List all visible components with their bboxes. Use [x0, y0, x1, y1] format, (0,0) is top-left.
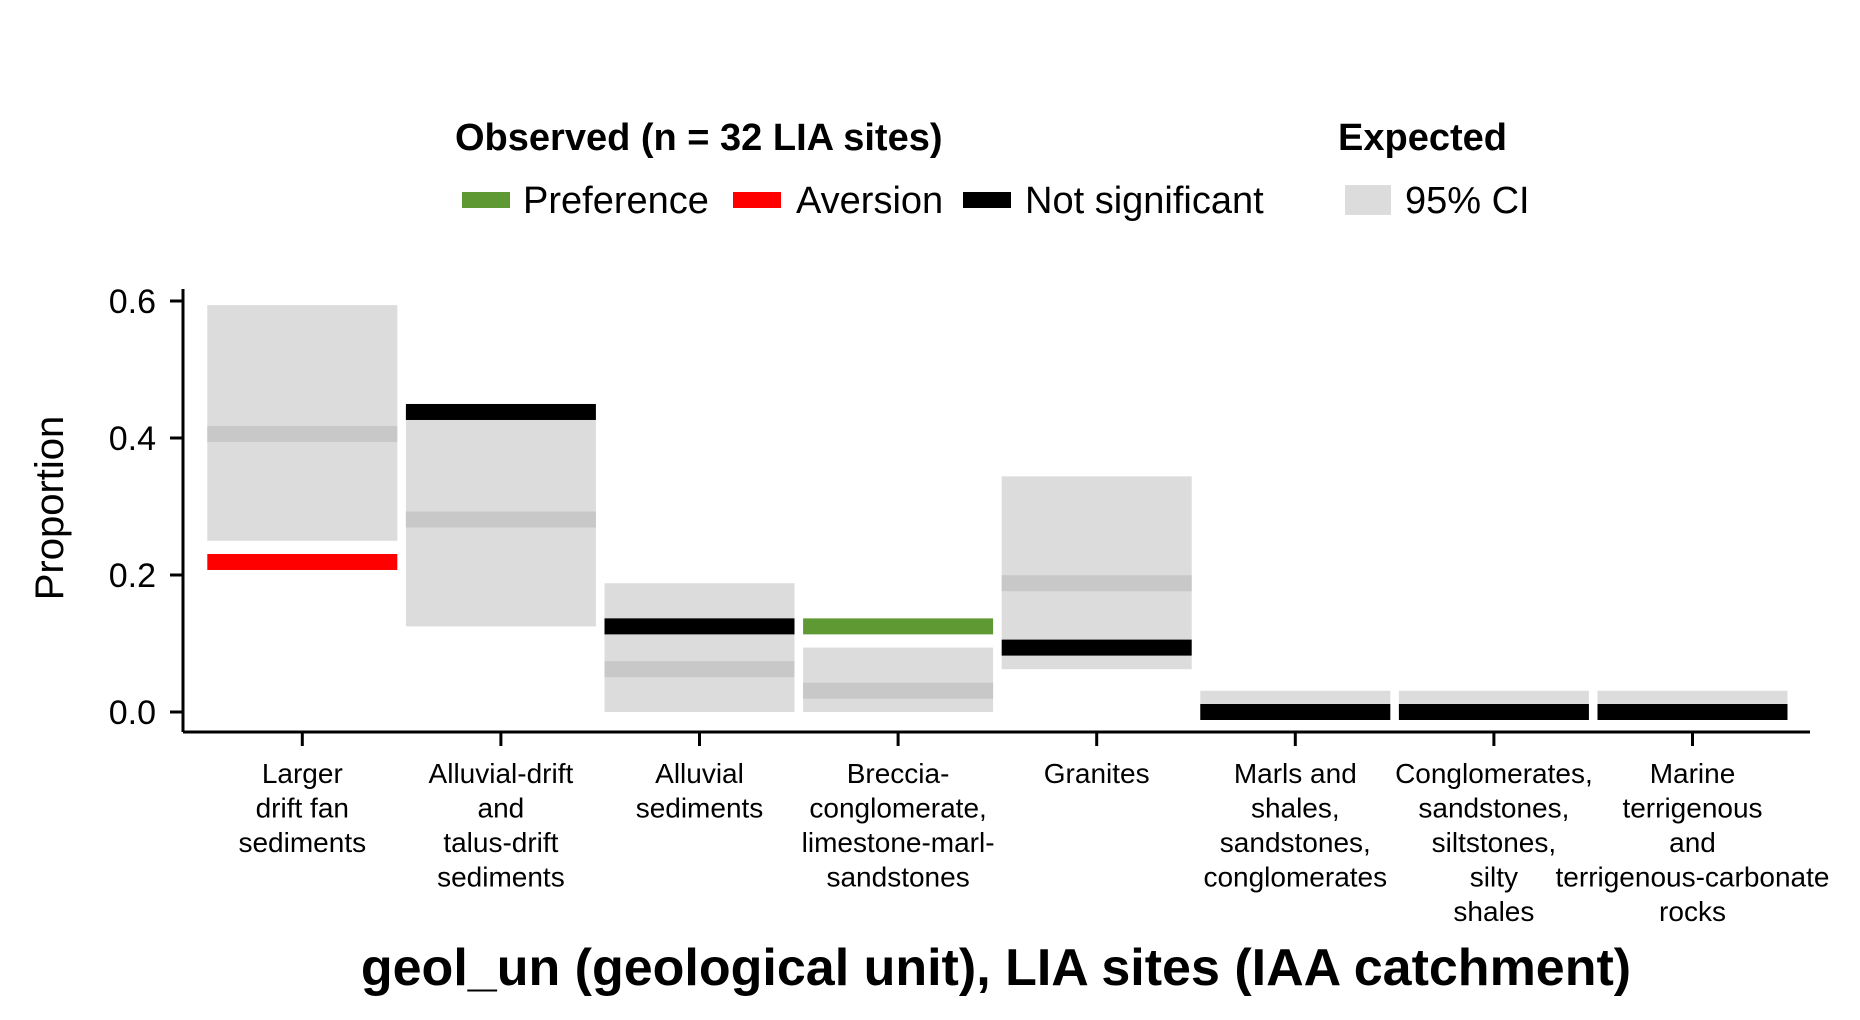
category-label: Granites	[1044, 758, 1150, 789]
legend-observed-title: Observed (n = 32 LIA sites)	[455, 117, 943, 159]
expected-line	[604, 661, 795, 678]
legend-label-ci: 95% CI	[1405, 180, 1530, 222]
expected-line	[803, 682, 994, 699]
expected-line	[405, 511, 596, 528]
observed-line	[405, 403, 596, 420]
y-tick-label: 0.2	[109, 557, 156, 595]
x-ticks: Larger drift fan sediments Alluvial-drift an…	[238, 732, 1829, 927]
category-label: Marls and shales, sandstones, conglomerates	[1203, 758, 1387, 893]
ci-box	[803, 647, 994, 712]
category-group	[405, 403, 596, 627]
legend-label-preference: Preference	[523, 180, 709, 222]
category-group	[604, 583, 795, 712]
category-group	[1597, 690, 1788, 720]
y-tick-label: 0.4	[109, 420, 156, 458]
y-ticks: 0.0 0.2 0.4 0.6	[109, 283, 183, 732]
legend-swatch-ci	[1345, 185, 1391, 215]
category-label: Larger drift fan sediments	[238, 758, 366, 858]
category-group	[207, 305, 398, 570]
category-label: Marine terrigenous and terrigenous-carbonat…	[1556, 758, 1830, 927]
expected-line	[1001, 575, 1192, 592]
observed-line	[604, 618, 795, 635]
ci-box	[207, 305, 398, 541]
y-axis-title: Proportion	[28, 416, 72, 601]
observed-line	[207, 553, 398, 570]
y-tick-label: 0.6	[109, 283, 156, 321]
ci-box	[1001, 476, 1192, 670]
legend-swatch-preference	[462, 192, 510, 208]
legend-swatch-not-significant	[963, 192, 1011, 208]
plot-marks	[207, 305, 1788, 720]
ci-box	[604, 583, 795, 712]
legend-label-aversion: Aversion	[796, 180, 943, 222]
category-label: Alluvial sediments	[636, 758, 764, 824]
category-group	[1001, 476, 1192, 670]
legend-label-not-significant: Not significant	[1025, 180, 1264, 222]
category-group	[803, 618, 994, 712]
expected-line	[207, 425, 398, 442]
category-group	[1398, 690, 1589, 720]
category-label: Alluvial-drift and talus-drift sediments	[429, 758, 574, 893]
legend-expected-title: Expected	[1338, 117, 1507, 159]
category-label: Breccia-conglomerate, limestone-marl-sand…	[802, 758, 995, 893]
observed-line	[1597, 704, 1788, 720]
observed-line	[803, 618, 994, 635]
observed-line	[1001, 639, 1192, 656]
observed-line	[1200, 704, 1391, 720]
observed-line	[1398, 704, 1589, 720]
category-label: Conglomerates, sandstones, siltstones, silt…	[1395, 758, 1593, 927]
legend: Observed (n = 32 LIA sites) Expected Pre…	[455, 117, 1530, 222]
category-group	[1200, 690, 1391, 720]
x-axis-title: geol_un (geological unit), LIA sites (IA…	[361, 939, 1631, 997]
y-tick-label: 0.0	[109, 694, 156, 732]
legend-swatch-aversion	[733, 192, 781, 208]
